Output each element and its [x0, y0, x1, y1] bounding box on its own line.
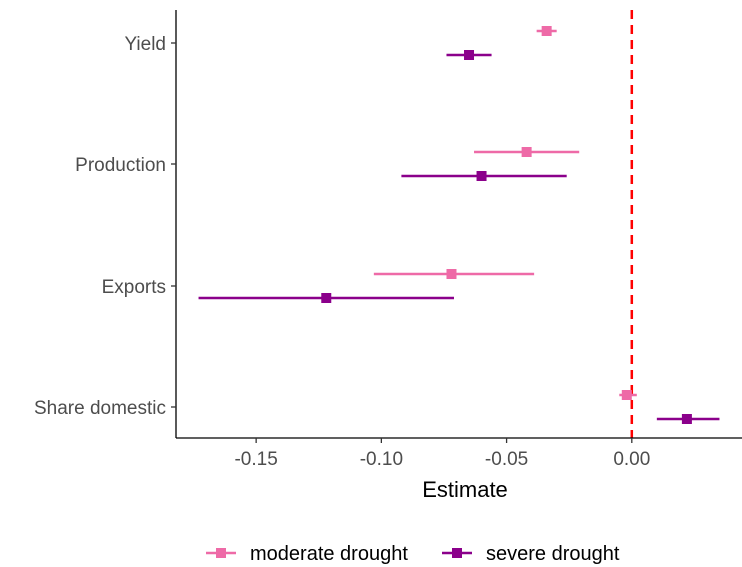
plot-area: [198, 10, 720, 438]
estimate-point: [621, 390, 632, 400]
estimate-point: [464, 50, 475, 60]
x-tick-label: 0.00: [613, 449, 650, 470]
estimate-point: [541, 26, 552, 36]
estimate-point: [521, 147, 532, 157]
x-tick-label: -0.10: [360, 449, 403, 470]
estimate-point: [446, 269, 457, 279]
estimate-point: [681, 414, 692, 424]
legend: moderate drought severe drought: [206, 543, 620, 565]
legend-key-marker: [452, 548, 462, 558]
legend-label: moderate drought: [250, 543, 408, 565]
estimate-point: [321, 293, 332, 303]
x-tick-label: -0.15: [234, 449, 277, 470]
legend-item: moderate drought: [206, 543, 408, 565]
legend-label: severe drought: [486, 543, 620, 565]
y-tick-label: Yield: [124, 34, 166, 55]
legend-key-marker: [216, 548, 226, 558]
y-tick-label: Production: [75, 155, 166, 176]
y-tick-label: Exports: [102, 277, 166, 298]
estimate-point: [476, 171, 487, 181]
y-tick-label: Share domestic: [34, 398, 166, 419]
legend-item: severe drought: [442, 543, 620, 565]
x-axis-title: Estimate: [422, 477, 508, 502]
x-tick-label: -0.05: [485, 449, 528, 470]
axes: Yield Production Exports Share domestic -0.1…: [34, 10, 742, 470]
